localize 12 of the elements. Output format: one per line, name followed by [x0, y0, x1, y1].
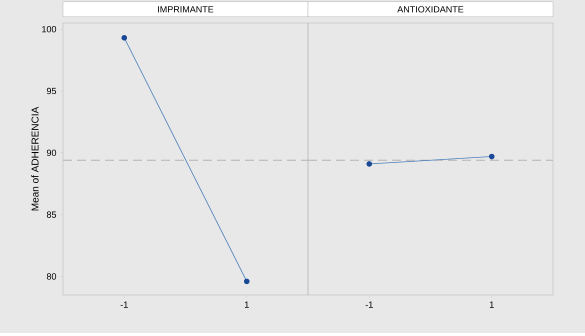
- chart-title: ANTIOXIDANTE: [397, 6, 464, 12]
- y-tick-label: 85: [46, 211, 56, 218]
- y-tick-label: 80: [46, 273, 56, 280]
- x-tick-label: 1: [244, 302, 249, 308]
- x-tick-label: -1: [120, 302, 128, 308]
- y-tick-label: 100: [42, 26, 56, 32]
- x-tick-label: -1: [366, 302, 373, 308]
- chart-title: IMPRIMANTE: [158, 6, 214, 12]
- y-axis-title: Mean of ADHERENCIA: [31, 106, 39, 210]
- x-tick-label: 1: [490, 302, 494, 308]
- y-tick-label: 95: [46, 88, 56, 94]
- y-tick-label: 90: [46, 150, 56, 156]
